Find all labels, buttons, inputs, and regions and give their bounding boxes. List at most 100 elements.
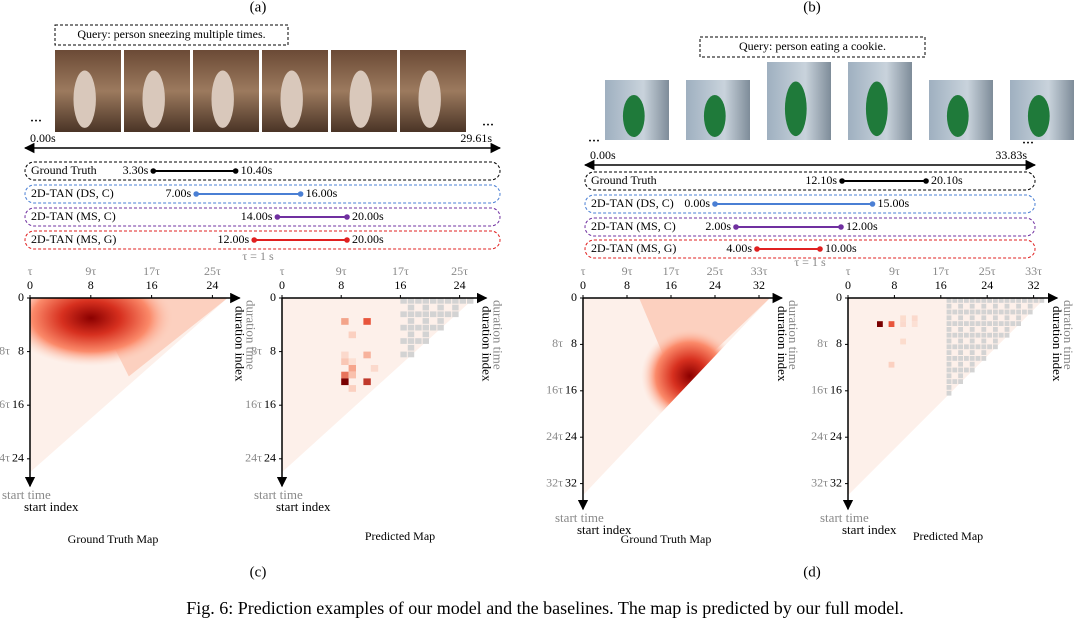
- invalid-cell: [946, 321, 952, 326]
- row-box: [24, 230, 501, 250]
- invalid-cell: [946, 361, 952, 367]
- left-tau-label: 32τ: [811, 475, 828, 489]
- invalid-cell: [964, 309, 969, 315]
- query: Query: person sneezing multiple times.: [77, 27, 265, 41]
- start-dot: [251, 237, 257, 243]
- ellipsis: ...: [588, 129, 600, 146]
- invalid-cell: [437, 298, 444, 304]
- invalid-cell: [952, 367, 958, 373]
- pred-cell: [363, 318, 371, 325]
- top-tau-label: τ: [28, 264, 33, 278]
- left-tau-label: 24τ: [0, 451, 10, 465]
- left-tick-label: 8: [18, 343, 24, 357]
- invalid-cell: [415, 311, 422, 318]
- row-name: 2D-TAN (MS, G): [31, 232, 116, 246]
- invalid-cell: [422, 298, 429, 304]
- top-tau-label: τ: [280, 264, 285, 278]
- invalid-cell: [452, 304, 459, 311]
- invalid-cell: [958, 379, 963, 384]
- top-tau-label: 9τ: [889, 264, 900, 278]
- panel-label: (c): [250, 564, 267, 580]
- left-tick-label: 16: [12, 397, 24, 411]
- invalid-cell: [969, 298, 975, 303]
- invalid-cell: [946, 390, 952, 396]
- pred-cell: [900, 315, 906, 322]
- invalid-cell: [993, 332, 998, 338]
- invalid-cell: [1016, 309, 1021, 315]
- invalid-cell: [437, 311, 444, 318]
- invalid-cell: [407, 338, 415, 344]
- invalid-cell: [1004, 321, 1010, 326]
- pred-cell: [888, 321, 895, 327]
- start-dot: [274, 214, 281, 220]
- top-tau-label: 17τ: [932, 264, 949, 278]
- top-tick-label: 24: [981, 278, 993, 292]
- end-dot: [344, 237, 350, 243]
- top-tau-label: 9τ: [336, 264, 347, 278]
- frame-person: [703, 95, 726, 137]
- invalid-cell: [444, 311, 452, 318]
- invalid-cell: [964, 332, 969, 338]
- invalid-cell: [407, 344, 415, 351]
- end-dot: [297, 191, 304, 197]
- invalid-cell: [958, 367, 963, 373]
- invalid-cell: [1022, 309, 1027, 315]
- start-time: 0.00s: [684, 196, 710, 210]
- top-tau-label: 25τ: [204, 264, 221, 278]
- start-time: 3.30s: [123, 163, 149, 177]
- pred-cell: [911, 315, 918, 322]
- invalid-cell: [969, 338, 975, 344]
- map-peak: [641, 328, 739, 424]
- panel-label: (b): [803, 0, 821, 15]
- end-dot: [923, 178, 929, 184]
- end-dot: [232, 168, 239, 174]
- top-tick-label: 8: [624, 278, 630, 292]
- frame-person: [142, 70, 165, 128]
- invalid-cell: [452, 311, 459, 318]
- frame-person: [349, 70, 372, 128]
- invalid-cell: [407, 298, 415, 304]
- top-tau-label: 17τ: [392, 264, 409, 278]
- end-time: 20.00s: [352, 209, 384, 223]
- map-title: Predicted Map: [913, 529, 983, 543]
- invalid-cell: [400, 311, 407, 318]
- invalid-cell: [1010, 309, 1016, 315]
- invalid-cell: [400, 338, 407, 344]
- invalid-cell: [969, 332, 975, 338]
- invalid-cell: [946, 385, 952, 390]
- left-tick-label: 8: [571, 336, 577, 350]
- pred-cell: [341, 371, 349, 379]
- invalid-cell: [969, 327, 975, 332]
- invalid-cell: [993, 303, 998, 309]
- left-tau-label: 8τ: [251, 343, 262, 357]
- top-tick-label: 8: [88, 278, 94, 292]
- ellipsis: ...: [482, 113, 494, 130]
- top-tick-label: 24: [709, 278, 721, 292]
- invalid-cell: [969, 361, 975, 367]
- left-tau-label: 24τ: [546, 429, 563, 443]
- invalid-cell: [958, 356, 963, 361]
- top-tick-label: 16: [935, 278, 947, 292]
- frame-person: [280, 70, 303, 128]
- left-tick-label: 16: [264, 397, 276, 411]
- top-tick-label: 8: [338, 278, 344, 292]
- invalid-cell: [958, 361, 963, 367]
- invalid-cell: [444, 298, 452, 304]
- pred-cell: [341, 318, 349, 325]
- pred-cell: [348, 331, 356, 339]
- top-tick-label: 16: [665, 278, 677, 292]
- invalid-cell: [958, 321, 963, 326]
- start-time: 7.00s: [166, 186, 192, 200]
- invalid-cell: [993, 327, 998, 332]
- top-tick-label: 32: [1028, 278, 1040, 292]
- frame-person: [211, 70, 234, 128]
- pred-cell: [363, 351, 371, 359]
- start-dot: [839, 178, 845, 184]
- invalid-cell: [407, 331, 415, 338]
- y-axis-index: start index: [276, 499, 331, 514]
- invalid-cell: [958, 344, 963, 350]
- left-tau-label: 8τ: [817, 336, 828, 350]
- invalid-cell: [407, 324, 415, 331]
- invalid-cell: [1004, 303, 1010, 309]
- invalid-cell: [415, 324, 422, 331]
